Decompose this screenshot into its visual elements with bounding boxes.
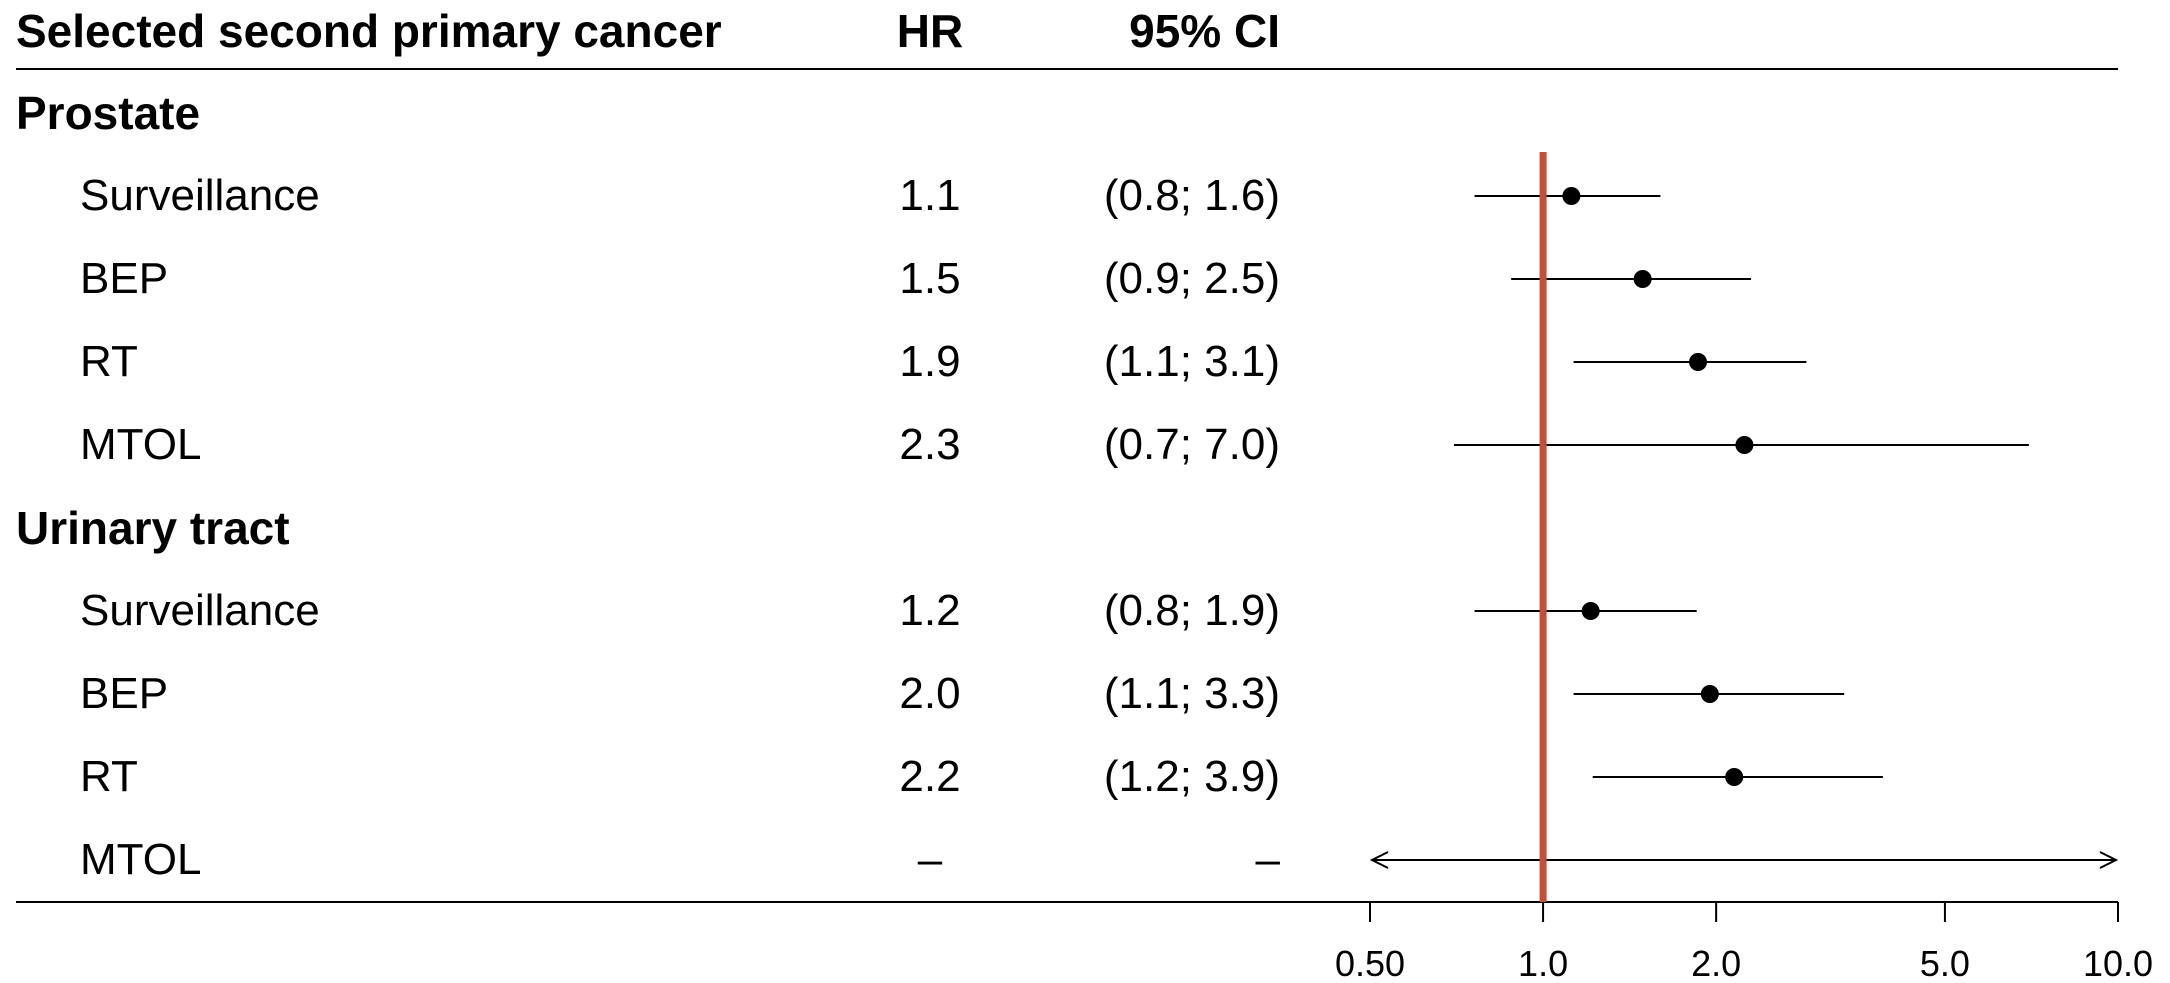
row-ci: (1.1; 3.3) — [1103, 669, 1280, 718]
row-label: BEP — [80, 669, 169, 718]
header-hr: HR — [896, 5, 964, 57]
row-ci: (0.8; 1.6) — [1103, 171, 1280, 220]
x-tick-label: 5.0 — [1920, 943, 1970, 983]
row-hr: 1.5 — [899, 254, 961, 303]
table-row: MTOL 2.3 (0.7; 7.0) — [0, 410, 1290, 480]
row-hr: 1.9 — [899, 337, 961, 386]
group-label-urinary-tract: Urinary tract — [16, 502, 290, 554]
row-ci: – — [1255, 835, 1280, 884]
row-hr: 1.2 — [899, 586, 961, 635]
row-ci: (0.8; 1.9) — [1103, 586, 1280, 635]
row-hr: 2.0 — [899, 669, 961, 718]
row-hr: – — [917, 835, 943, 884]
row-label: MTOL — [80, 835, 202, 884]
hr-point — [1735, 436, 1754, 454]
table-row: Surveillance 1.1 (0.8; 1.6) — [0, 161, 1290, 231]
table-row: MTOL – – — [0, 825, 1290, 895]
row-label: BEP — [80, 254, 169, 303]
row-hr: 1.1 — [899, 171, 961, 220]
table-row: BEP 2.0 (1.1; 3.3) — [0, 659, 1290, 729]
hr-point — [1562, 187, 1581, 205]
row-hr: 2.3 — [899, 420, 961, 469]
row-ci: (0.7; 7.0) — [1103, 420, 1280, 469]
hr-point — [1689, 353, 1708, 371]
ci-arrow-right — [2099, 851, 2119, 869]
hr-point — [1700, 685, 1719, 703]
table-row: RT 1.9 (1.1; 3.1) — [0, 327, 1290, 397]
row-label: RT — [80, 337, 138, 386]
row-ci: (1.1; 3.1) — [1103, 337, 1280, 386]
table-row: Surveillance 1.2 (0.8; 1.9) — [0, 576, 1290, 646]
row-label: Surveillance — [80, 586, 320, 635]
header-cancer: Selected second primary cancer — [16, 5, 722, 57]
row-ci: (1.2; 3.9) — [1103, 752, 1280, 801]
row-hr: 2.2 — [899, 752, 961, 801]
header-ci: 95% CI — [1129, 5, 1280, 57]
hr-point — [1725, 768, 1744, 786]
x-tick-label: 2.0 — [1691, 943, 1741, 983]
table-row: RT 2.2 (1.2; 3.9) — [0, 742, 1290, 812]
row-label: MTOL — [80, 420, 202, 469]
row-label: RT — [80, 752, 138, 801]
row-label: Surveillance — [80, 171, 320, 220]
table-row: BEP 1.5 (0.9; 2.5) — [0, 244, 1290, 314]
header-rule — [16, 68, 2118, 70]
x-tick-label: 1.0 — [1518, 943, 1568, 983]
hr-point — [1581, 602, 1600, 620]
group-label-prostate: Prostate — [16, 87, 201, 139]
row-ci: (0.9; 2.5) — [1103, 254, 1280, 303]
x-tick-label: 10.0 — [2083, 943, 2153, 983]
x-tick-label: 0.50 — [1335, 943, 1405, 983]
hr-point — [1633, 270, 1652, 288]
ci-arrow-left — [1369, 851, 1389, 869]
